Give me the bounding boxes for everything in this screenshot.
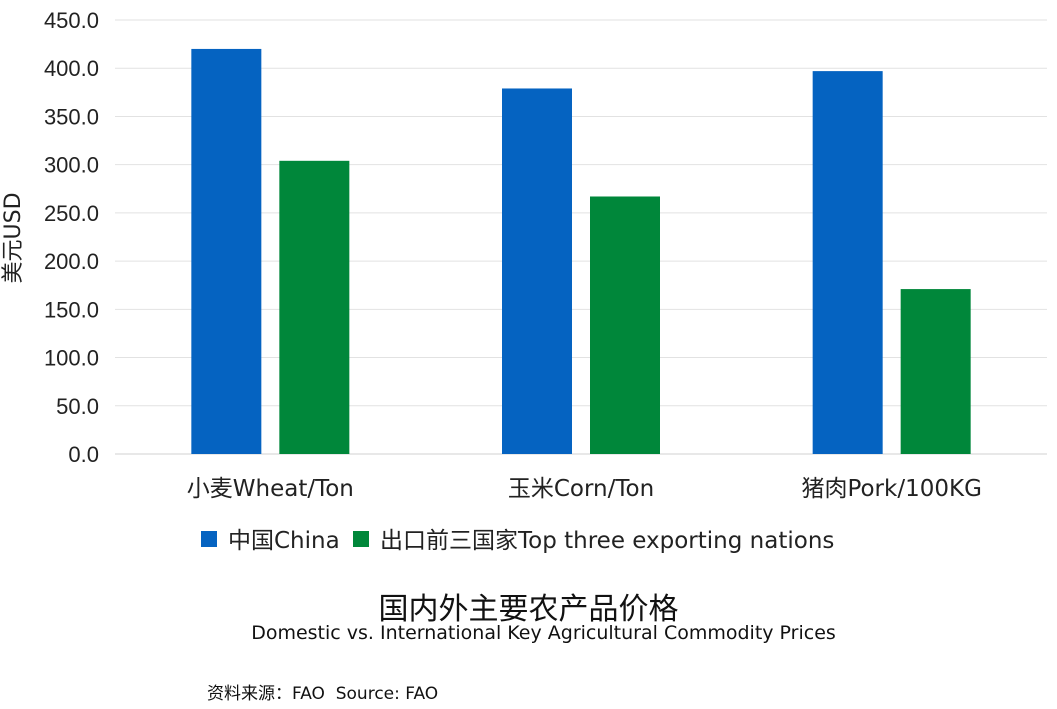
y-tick-label: 300.0 xyxy=(44,153,99,178)
bar-top-three-1 xyxy=(590,196,660,454)
y-tick-label: 400.0 xyxy=(44,56,99,81)
legend-swatch xyxy=(353,531,369,547)
y-axis-ticks: 0.0 50.0 100.0 150.0 200.0 250.0 300.0 350.0 400… xyxy=(44,8,99,467)
legend: 中国China 出口前三国家Top three exporting nations xyxy=(201,528,834,554)
bar-top-three-2 xyxy=(900,289,971,454)
bar-china-0 xyxy=(191,48,262,454)
legend-label: 中国China xyxy=(228,528,340,554)
y-tick-label: 450.0 xyxy=(44,8,99,33)
y-tick-label: 0.0 xyxy=(68,442,99,467)
y-tick-label: 150.0 xyxy=(44,297,99,322)
bar-china-2 xyxy=(812,71,883,455)
x-category-label: 小麦Wheat/Ton xyxy=(187,476,354,502)
x-category-label: 玉米Corn/Ton xyxy=(508,476,654,502)
gridlines xyxy=(115,19,1047,455)
bar-china-1 xyxy=(502,88,572,454)
bars xyxy=(191,48,971,455)
y-tick-label: 50.0 xyxy=(56,394,99,419)
legend-label: 出口前三国家Top three exporting nations xyxy=(380,528,834,554)
bar-top-three-0 xyxy=(279,160,350,454)
y-tick-label: 350.0 xyxy=(44,104,99,129)
source-note: 资料来源：FAO Source: FAO xyxy=(207,684,439,704)
y-tick-label: 200.0 xyxy=(44,249,99,274)
chart-subtitle: Domestic vs. International Key Agricultu… xyxy=(251,622,836,644)
x-category-label: 猪肉Pork/100KG xyxy=(801,476,981,502)
x-axis-categories: 小麦Wheat/Ton 玉米Corn/Ton 猪肉Pork/100KG xyxy=(187,476,982,502)
y-tick-label: 250.0 xyxy=(44,201,99,226)
y-axis-label: 美元USD xyxy=(1,192,26,283)
chart-title: 国内外主要农产品价格 xyxy=(378,592,679,627)
y-tick-label: 100.0 xyxy=(44,346,99,371)
legend-swatch xyxy=(201,531,217,547)
